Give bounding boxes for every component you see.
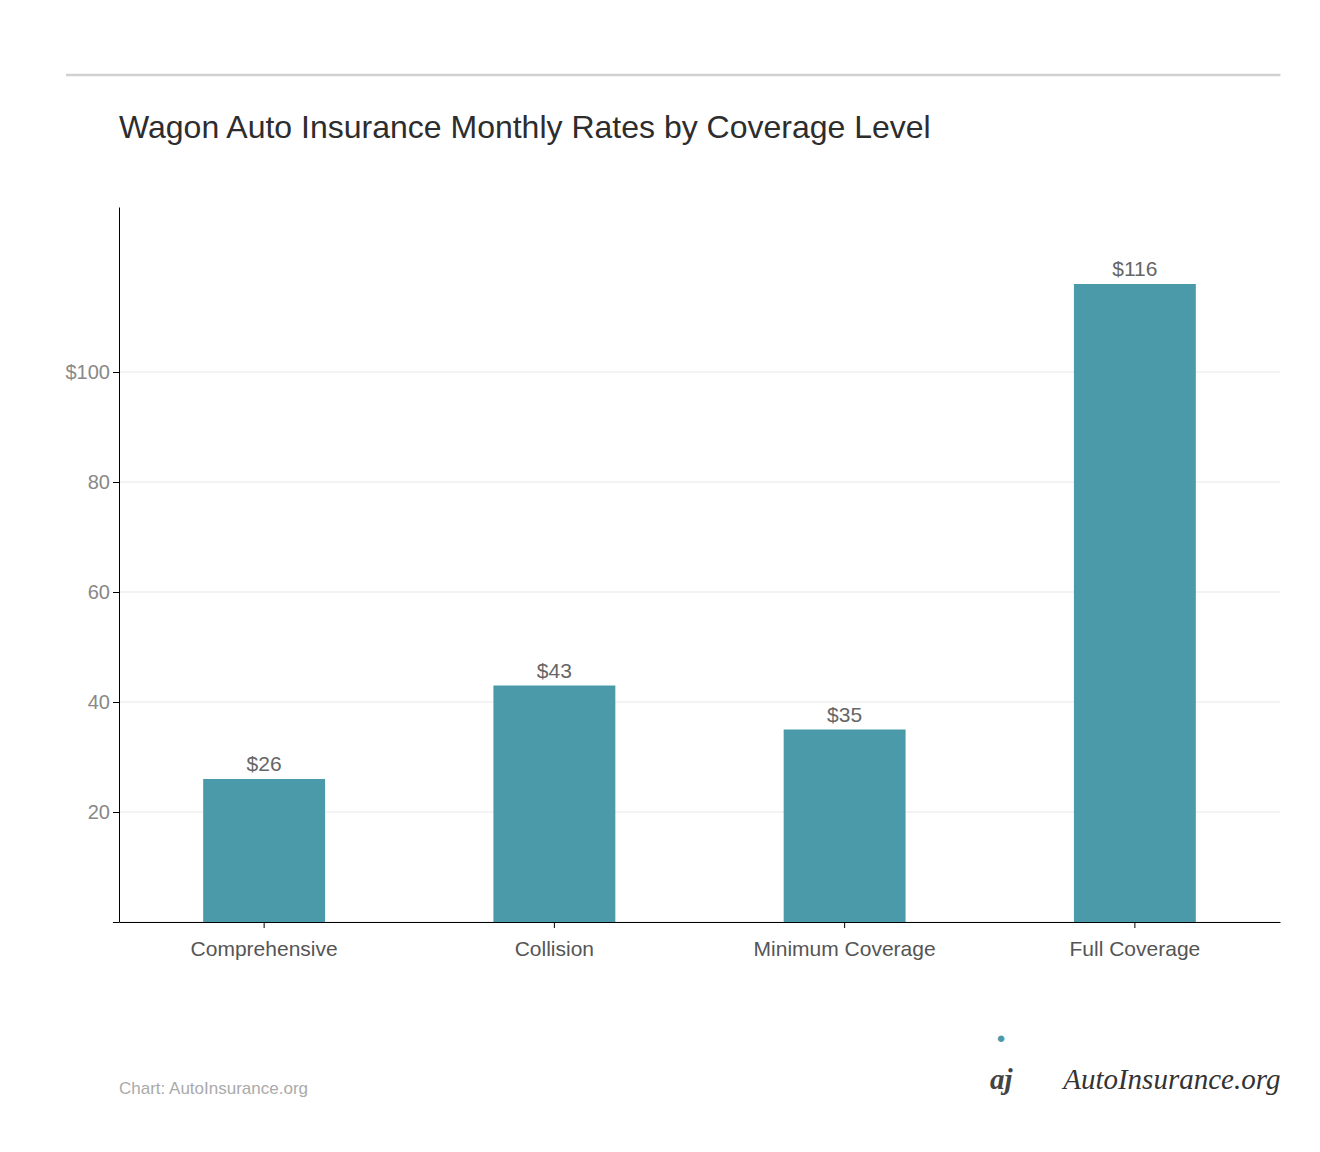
y-tick-mark [113, 372, 119, 373]
x-tick-label: Full Coverage [1070, 937, 1201, 960]
data-labels: $26 $43 $35 $116 [247, 257, 1158, 775]
data-label: $116 [1112, 257, 1157, 280]
y-axis-line [119, 208, 120, 923]
bar [203, 779, 325, 922]
footer: Chart: AutoInsurance.org [119, 1079, 308, 1098]
bar [1074, 284, 1196, 922]
y-tick: 40 [88, 691, 119, 713]
x-tick-label: Collision [515, 937, 594, 960]
y-axis: 20 40 60 80 $100 [66, 208, 120, 923]
x-tick-mark [844, 922, 845, 928]
y-tick: 80 [88, 471, 119, 493]
x-tick: Minimum Coverage [754, 922, 936, 960]
plot: 20 40 60 80 $100 Comprehensive Collision Minimu… [66, 208, 1281, 961]
chart: Wagon Auto Insurance Monthly Rates by Co… [0, 0, 1320, 1152]
bars [203, 284, 1196, 922]
bar [784, 730, 906, 923]
top-rule [66, 74, 1280, 77]
y-tick-mark [113, 922, 119, 923]
data-label: $43 [537, 659, 572, 682]
y-tick: 20 [88, 801, 119, 823]
x-axis-line [120, 922, 1281, 923]
x-axis: Comprehensive Collision Minimum Coverage Fu… [120, 922, 1281, 960]
y-tick-mark [113, 812, 119, 813]
x-tick-mark [264, 922, 265, 928]
data-label: $26 [247, 752, 282, 775]
y-tick-label: 40 [88, 691, 110, 713]
logo-dot: ● [997, 1029, 1006, 1046]
y-tick: 60 [88, 581, 119, 603]
data-label: $35 [827, 703, 862, 726]
x-tick: Comprehensive [191, 922, 338, 960]
logo-icon: aj [990, 1063, 1014, 1095]
y-tick [113, 922, 119, 923]
y-tick-mark [113, 702, 119, 703]
y-tick-label: 80 [88, 471, 110, 493]
x-tick: Full Coverage [1070, 922, 1201, 960]
x-tick: Collision [515, 922, 594, 960]
x-tick-label: Minimum Coverage [754, 937, 936, 960]
x-tick-label: Comprehensive [191, 937, 338, 960]
title: Wagon Auto Insurance Monthly Rates by Co… [119, 109, 931, 145]
logo-text: AutoInsurance.org [1061, 1063, 1280, 1095]
y-tick-label: $100 [66, 361, 111, 383]
x-tick-mark [1134, 922, 1135, 928]
bar [493, 686, 615, 923]
y-tick-label: 60 [88, 581, 110, 603]
x-tick-mark [554, 922, 555, 928]
y-tick-mark [113, 482, 119, 483]
y-tick-label: 20 [88, 801, 110, 823]
y-tick-mark [113, 592, 119, 593]
y-tick: $100 [66, 361, 120, 383]
